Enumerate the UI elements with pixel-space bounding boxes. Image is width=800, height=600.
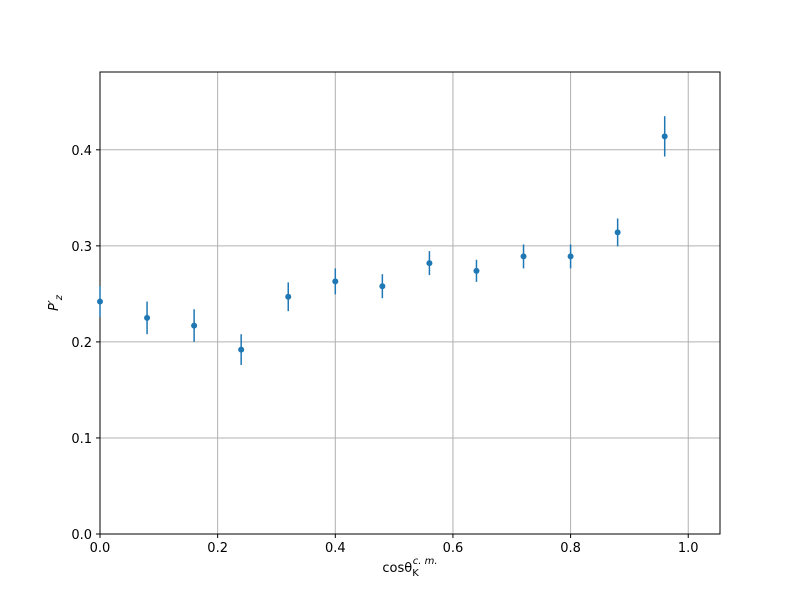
data-point: [567, 253, 574, 260]
data-point: [238, 346, 245, 353]
data-point: [473, 267, 480, 274]
plot-frame: [99, 71, 721, 535]
data-point: [614, 229, 621, 236]
x-tick-label: 0.0: [90, 541, 111, 556]
data-point: [332, 278, 339, 285]
data-point: [285, 293, 292, 300]
x-axis-label: cosθKc. m.: [382, 556, 437, 579]
x-label-sub: K: [412, 568, 419, 579]
x-tick-label: 0.8: [560, 541, 581, 556]
x-tick-label: 0.2: [207, 541, 228, 556]
data-point: [661, 133, 668, 140]
x-tick-label: 0.6: [443, 541, 464, 556]
y-tick-label: 0.4: [71, 144, 92, 159]
x-label-main: cosθ: [382, 561, 412, 576]
x-tick-label: 1.0: [678, 541, 699, 556]
y-tick-label: 0.2: [71, 336, 92, 351]
x-label-sup: c. m.: [413, 556, 438, 567]
y-tick-label: 0.0: [71, 528, 92, 543]
y-axis-label: P′z: [47, 294, 65, 311]
data-point: [191, 322, 198, 329]
data-point: [97, 298, 103, 305]
y-tick-label: 0.1: [71, 432, 92, 447]
y-label-main: P′: [47, 300, 62, 311]
x-tick-label: 0.4: [325, 541, 346, 556]
data-point: [520, 253, 527, 260]
y-tick-label: 0.3: [71, 240, 92, 255]
data-point: [426, 260, 433, 267]
data-point: [144, 314, 151, 321]
data-point: [379, 283, 386, 290]
y-label-sub: z: [54, 294, 65, 301]
